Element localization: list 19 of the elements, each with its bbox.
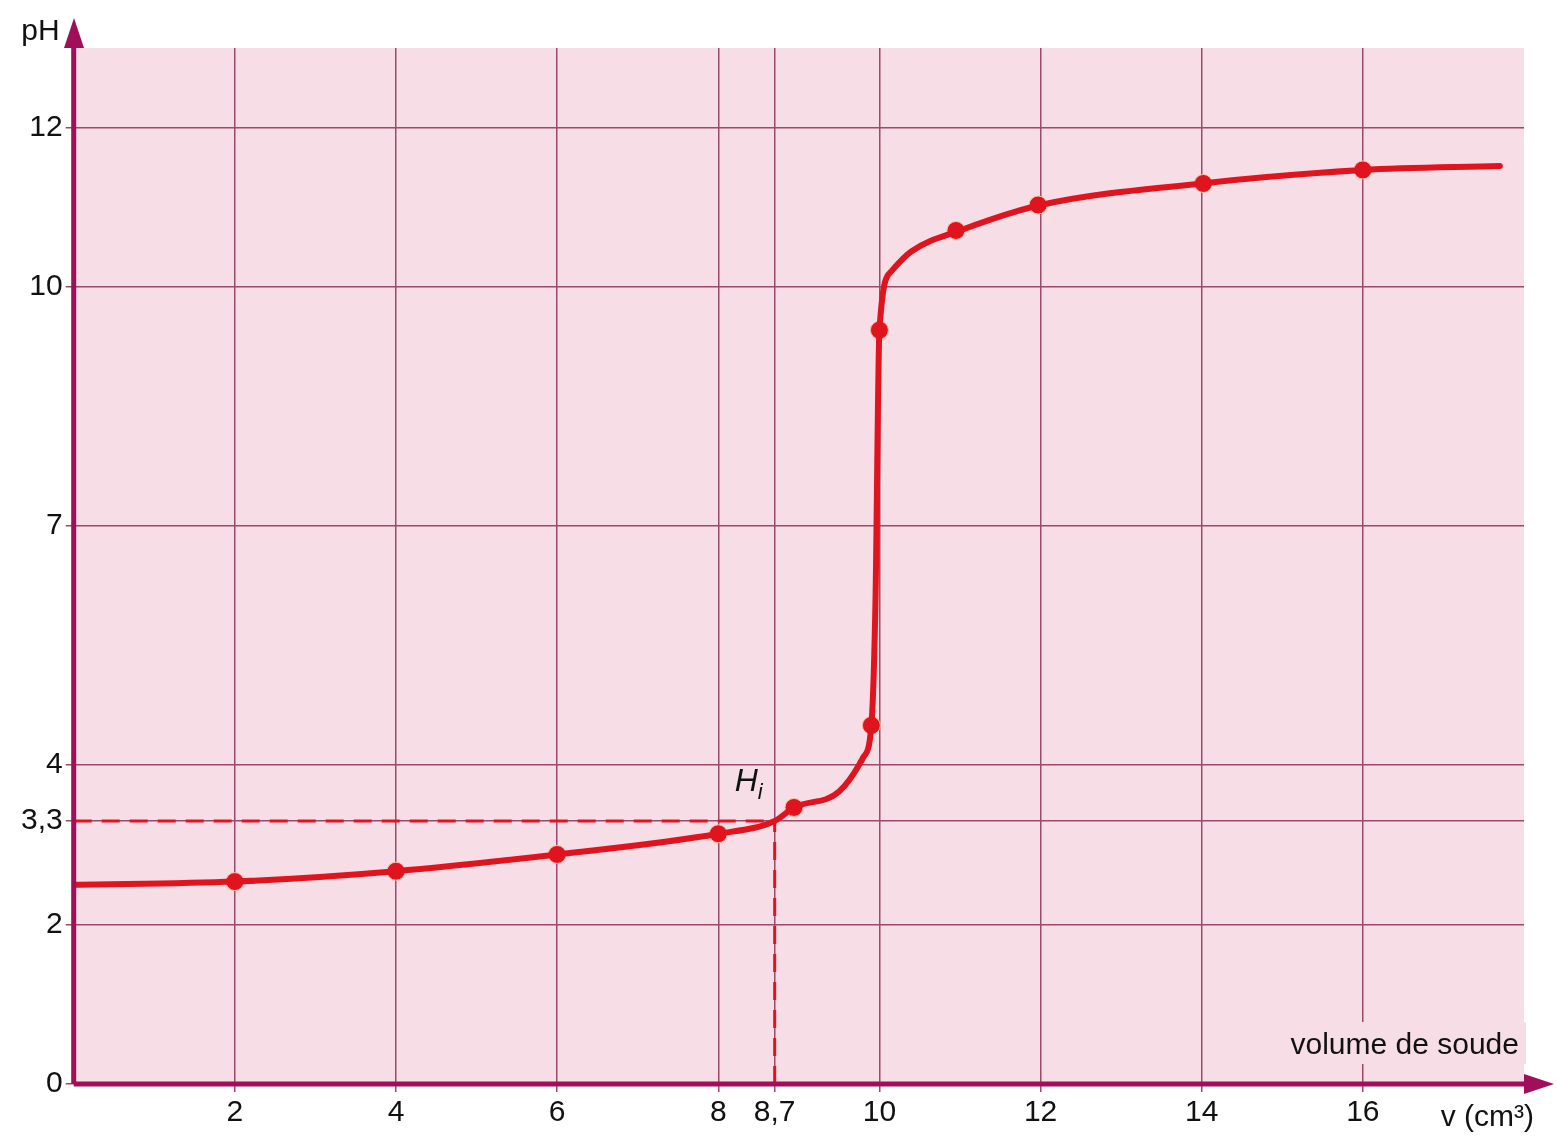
x-tick-label: 6	[548, 1094, 566, 1128]
y-tick-label: 0	[46, 1065, 63, 1099]
x-tick-label: 8,7	[753, 1094, 796, 1128]
y-axis-title: pH	[21, 13, 60, 46]
x-tick-label: 12	[1023, 1094, 1058, 1128]
x-tick-label: 8	[709, 1094, 727, 1128]
x-tick-label: 14	[1185, 1094, 1219, 1128]
x-tick-label: 4	[387, 1094, 405, 1128]
y-tick-label: 10	[29, 268, 63, 302]
x-tick-label: 10	[862, 1094, 897, 1128]
x-tick-label: 16	[1346, 1094, 1380, 1128]
y-tick-label: 7	[46, 507, 63, 541]
y-tick-label: 4	[46, 746, 63, 780]
y-tick-label: 2	[46, 905, 63, 939]
y-tick-label: 3,3	[20, 802, 63, 836]
y-tick-label: 12	[29, 108, 63, 142]
x-axis-title: v (cm³)	[1440, 1099, 1534, 1132]
x-tick-label: 2	[226, 1094, 244, 1128]
annotation: volume de soude	[1290, 1027, 1519, 1060]
